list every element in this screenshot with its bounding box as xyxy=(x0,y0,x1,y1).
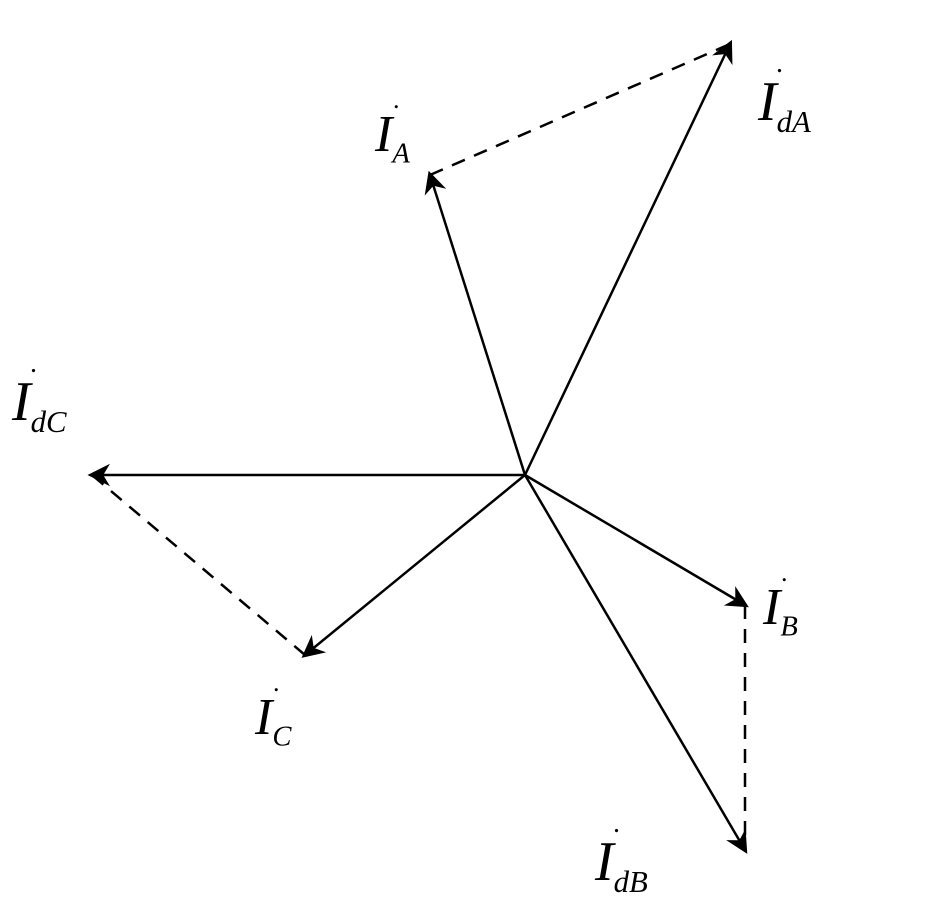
label-main: I xyxy=(12,371,31,433)
phasor-dot-icon: . xyxy=(613,808,620,840)
label-IC: .IC xyxy=(255,688,291,753)
label-main: I xyxy=(763,579,780,636)
vector-IdB xyxy=(525,475,745,850)
phasor-dot-icon: . xyxy=(273,668,280,698)
label-IdB: .IdB xyxy=(595,830,648,900)
construction-line-0 xyxy=(430,44,730,175)
phasor-dot-icon: . xyxy=(781,558,788,588)
label-IA: .IA xyxy=(375,105,410,170)
phasor-dot-icon: . xyxy=(393,85,400,115)
label-sub: B xyxy=(780,611,797,642)
label-main: I xyxy=(595,831,614,893)
construction-line-2 xyxy=(92,475,305,655)
label-sub: dB xyxy=(614,865,648,899)
label-sub: dA xyxy=(777,105,811,139)
label-sub: dC xyxy=(31,405,67,439)
phasor-dot-icon: . xyxy=(776,48,783,80)
label-main: I xyxy=(255,689,272,746)
vector-IdA xyxy=(525,44,730,475)
phasor-dot-icon: . xyxy=(30,348,37,380)
vector-IB xyxy=(525,475,745,605)
label-IB: .IB xyxy=(763,578,798,643)
label-main: I xyxy=(375,106,392,163)
label-IdC: .IdC xyxy=(12,370,67,440)
label-IdA: .IdA xyxy=(758,70,811,140)
vector-IA xyxy=(430,175,525,475)
vector-IC xyxy=(305,475,525,655)
label-sub: C xyxy=(272,721,291,752)
label-sub: A xyxy=(392,138,409,169)
label-main: I xyxy=(758,71,777,133)
